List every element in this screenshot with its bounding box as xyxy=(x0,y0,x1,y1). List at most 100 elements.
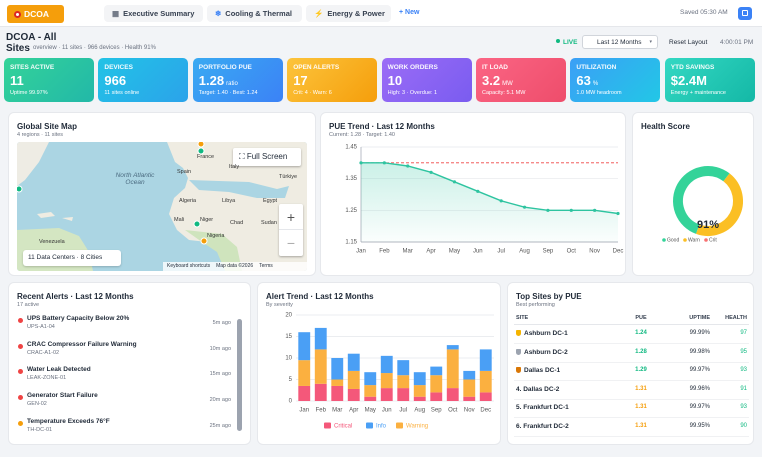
site-marker[interactable] xyxy=(200,237,208,245)
kpi-value-row: 10 xyxy=(388,72,402,90)
kpi-card: IT LOAD 3.2 MW Capacity: 5.1 MW xyxy=(476,58,566,102)
x-tick-label: Nov xyxy=(464,408,475,414)
kpi-card: OPEN ALERTS 17 Crit: 4 · Warn: 6 xyxy=(287,58,378,102)
site-cell[interactable]: Ashburn DC-2 xyxy=(516,348,568,356)
card-subtitle: 17 active xyxy=(17,302,40,308)
fullscreen-button[interactable]: ⛶ Full Screen xyxy=(233,148,301,166)
site-marker[interactable] xyxy=(193,220,201,228)
health-cell: 93 xyxy=(740,404,747,410)
column-header: PUE xyxy=(635,315,647,321)
bar-segment xyxy=(413,396,426,401)
alert-title[interactable]: UPS Battery Capacity Below 20% xyxy=(27,315,130,322)
x-tick-label: Nov xyxy=(589,249,600,255)
medal-icon xyxy=(516,330,521,336)
live-indicator: LIVE xyxy=(556,39,577,46)
legend-dot xyxy=(683,238,687,242)
point xyxy=(593,208,597,212)
point xyxy=(429,170,433,174)
map-footer-text[interactable]: Terms xyxy=(259,263,273,269)
top-sites-card: Top Sites by PUE Best performing SITE PUE… xyxy=(507,282,754,445)
tab[interactable]: ⚡ Energy & Power xyxy=(306,5,391,22)
kpi-label: OPEN ALERTS xyxy=(293,64,340,71)
pue-cell: 1.31 xyxy=(635,404,647,410)
x-tick-label: Aug xyxy=(414,408,425,414)
legend-label: Warning xyxy=(406,424,428,430)
row-rule xyxy=(514,435,749,437)
save-button[interactable] xyxy=(738,7,752,20)
site-cell[interactable]: 4. Dallas DC-2 xyxy=(516,386,559,393)
severity-dot xyxy=(18,343,23,349)
site-marker[interactable] xyxy=(197,147,205,155)
kpi-value-row: 63% xyxy=(576,72,598,90)
kpi-unit: MW xyxy=(502,81,513,87)
site-marker[interactable] xyxy=(197,142,205,148)
y-tick-label: 1.15 xyxy=(345,240,357,246)
kpi-note: Uptime 99.97% xyxy=(10,90,48,96)
bar-segment xyxy=(430,366,443,376)
bar-segment xyxy=(380,388,393,401)
alert-title[interactable]: Generator Start Failure xyxy=(27,392,98,400)
map-footer-text[interactable]: Keyboard shortcuts xyxy=(167,263,211,269)
site-cell[interactable]: 6. Frankfurt DC-2 xyxy=(516,423,569,430)
legend-swatch xyxy=(396,422,403,429)
zoom-out[interactable]: − xyxy=(286,235,296,251)
kpi-value: 1.28 xyxy=(198,73,225,88)
map-label: Venezuela xyxy=(39,239,65,245)
site-cell[interactable]: 5. Frankfurt DC-1 xyxy=(516,404,569,411)
map[interactable]: ⛶ Full Screen + − 11 Data Centers · 8 Ci… xyxy=(17,142,307,271)
alert-title[interactable]: Temperature Exceeds 76°F xyxy=(27,417,110,425)
bar-segment xyxy=(364,396,377,401)
card-subtitle: Current: 1.28 · Target: 1.40 xyxy=(329,132,395,138)
kpi-value-row: 1.28 ratio xyxy=(199,72,238,90)
x-tick-label: May xyxy=(365,408,376,414)
kpi-note: Capacity: 5.1 MW xyxy=(482,90,526,96)
column-header: UPTIME xyxy=(689,315,710,321)
legend-label: Critical xyxy=(334,424,352,430)
y-tick-label: 5 xyxy=(289,377,293,383)
islands xyxy=(37,212,73,221)
tab-icon: ⚡ xyxy=(314,9,324,18)
site-marker[interactable] xyxy=(17,185,23,193)
bar-segment xyxy=(413,385,426,397)
alert-title[interactable]: CRAC Compressor Failure Warning xyxy=(27,340,137,348)
land-forest xyxy=(185,230,242,271)
tab[interactable]: ❄ Cooling & Thermal xyxy=(207,5,302,22)
uptime-cell: 99.95% xyxy=(689,422,710,429)
x-tick-label: Jun xyxy=(382,408,392,414)
alert-code: GEN-02 xyxy=(27,401,47,408)
kpi-note: Energy + maintenance xyxy=(670,90,726,96)
point xyxy=(522,205,527,209)
site-name: 4. Dallas DC-2 xyxy=(516,385,560,393)
legend-label: Warn xyxy=(688,237,700,243)
range-select[interactable]: Last 12 Months ▾ xyxy=(582,35,658,49)
logo[interactable]: DCOA xyxy=(7,5,64,23)
site-name: Ashburn DC-1 xyxy=(524,330,568,337)
zoom-in[interactable]: + xyxy=(279,204,303,230)
kpi-note: Crit: 4 · Warn: 6 xyxy=(293,90,332,96)
x-tick-label: Oct xyxy=(448,408,458,414)
bar-segment xyxy=(364,372,377,386)
site-cell[interactable]: Ashburn DC-1 xyxy=(516,330,568,337)
health-cell: 93 xyxy=(740,367,747,373)
reset-layout[interactable]: Reset Layout xyxy=(669,39,708,46)
kpi-card: YTD SAVINGS $2.4M Energy + maintenance xyxy=(664,58,755,102)
card-subtitle: By severity xyxy=(266,302,293,308)
legend-label: Good xyxy=(667,237,679,243)
scrollbar[interactable] xyxy=(237,319,242,431)
alert-title[interactable]: Water Leak Detected xyxy=(27,366,91,374)
medal-icon xyxy=(516,348,521,355)
bar-segment xyxy=(463,396,476,401)
land xyxy=(17,142,49,186)
kpi-label: WORK ORDERS xyxy=(387,64,438,71)
site-cell[interactable]: Dallas DC-1 xyxy=(516,367,560,374)
x-tick-label: Aug xyxy=(519,249,530,255)
new-tab[interactable]: + New xyxy=(399,9,420,16)
kpi-value: 10 xyxy=(387,73,403,88)
tab[interactable]: ▦ Executive Summary xyxy=(104,5,203,22)
kpi-note: High: 3 · Overdue: 1 xyxy=(387,90,438,96)
bar-segment xyxy=(314,327,327,350)
card-title: Recent Alerts · Last 12 Months xyxy=(17,292,134,301)
point xyxy=(546,208,550,212)
column-header: HEALTH xyxy=(725,315,747,321)
